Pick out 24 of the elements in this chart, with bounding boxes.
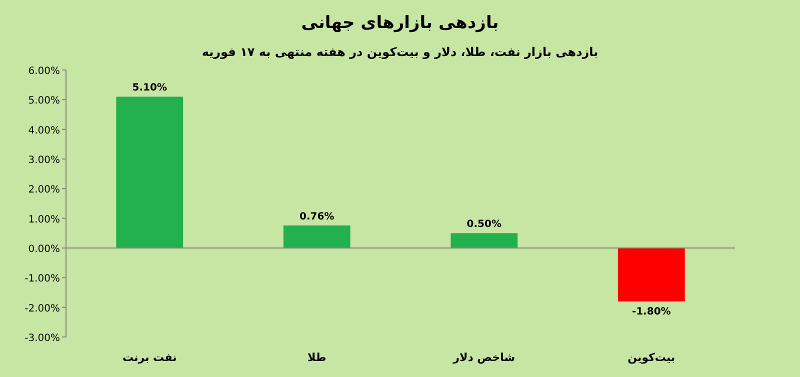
- data-label: 0.76%: [300, 211, 334, 222]
- y-tick-label: 2.00%: [28, 184, 60, 196]
- bar: [283, 225, 350, 248]
- y-tick-label: 4.00%: [28, 125, 60, 136]
- x-tick-label: طلا: [308, 351, 326, 364]
- y-tick-label: 0.00%: [28, 244, 60, 255]
- y-tick-label: 3.00%: [28, 155, 60, 166]
- y-tick-label: -1.00%: [24, 274, 60, 285]
- y-tick-label: -3.00%: [24, 333, 60, 344]
- bar: [116, 96, 184, 248]
- chart-subtitle: بازدهی بازار نفت، طلا، دلار و بیت‌کوین در هفته منتهی به ۱۷ فوریه: [202, 45, 598, 59]
- bar: [618, 248, 685, 302]
- bar: [450, 233, 518, 248]
- y-tick-label: -2.00%: [24, 303, 60, 314]
- chart-title: بازدهی بازارهای جهانی: [301, 13, 499, 33]
- y-tick-label: 5.00%: [28, 96, 60, 107]
- x-tick-label: بیت‌کوین: [628, 351, 676, 364]
- x-tick-label: شاخص دلار: [452, 351, 516, 364]
- y-tick-label: 6.00%: [28, 66, 60, 77]
- y-tick-label: 1.00%: [28, 214, 60, 226]
- data-label: -1.80%: [632, 306, 671, 318]
- x-tick-label: نفت برنت: [122, 351, 177, 364]
- data-label: 5.10%: [132, 82, 167, 94]
- data-label: 0.50%: [466, 219, 502, 230]
